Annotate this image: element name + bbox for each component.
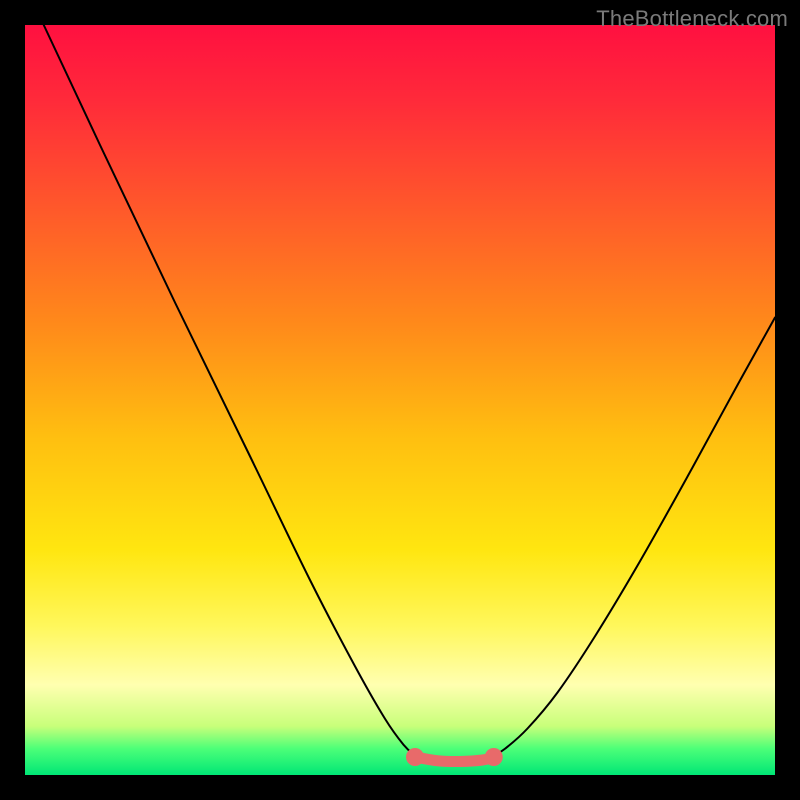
- plot-background: [25, 25, 775, 775]
- bottleneck-plot: [0, 0, 800, 800]
- chart-stage: TheBottleneck.com: [0, 0, 800, 800]
- watermark-text: TheBottleneck.com: [596, 6, 788, 32]
